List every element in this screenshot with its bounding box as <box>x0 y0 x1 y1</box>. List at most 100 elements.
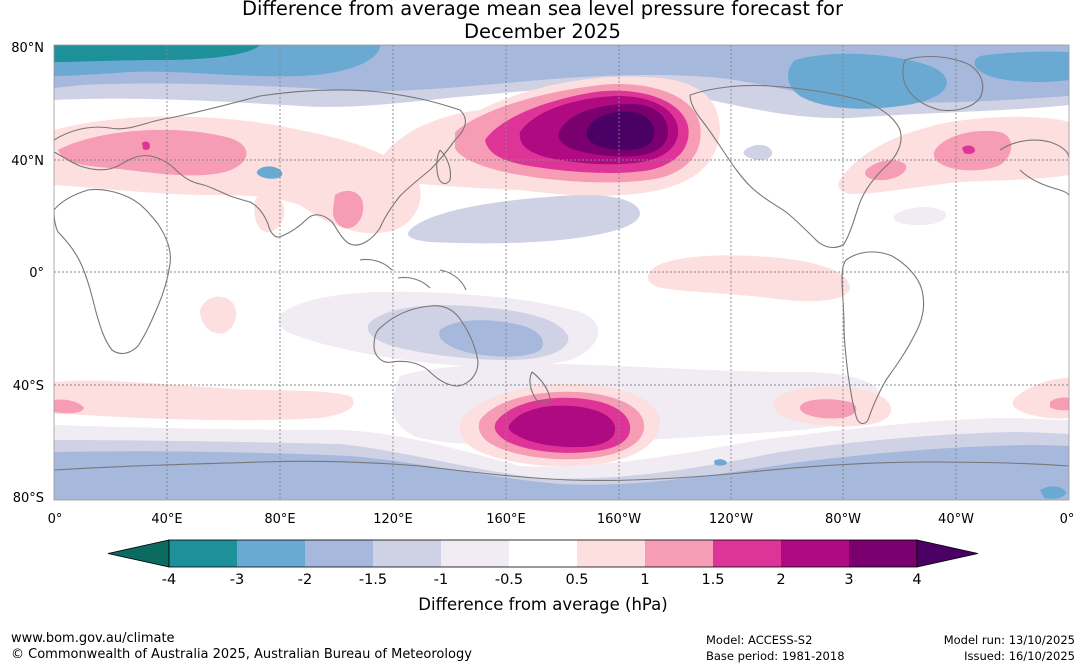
footer-model-run: Model run: 13/10/2025 <box>943 633 1075 647</box>
coastline-south-america <box>841 251 925 425</box>
colorbar-extend-high <box>916 539 979 568</box>
footer-copyright: © Commonwealth of Australia 2025, Austra… <box>11 647 472 662</box>
colorbar-swatch-4 <box>373 540 441 567</box>
atlantic-low <box>893 207 946 226</box>
lon-label-80w: 80°W <box>825 512 861 527</box>
antarctic-coast-low <box>1040 486 1066 499</box>
footer-base-period: Base period: 1981-2018 <box>706 649 845 663</box>
lon-label-160w: 160°W <box>597 512 641 527</box>
colorbar-swatch-11 <box>849 540 917 567</box>
coastline-africa <box>54 188 171 355</box>
colorbar-swatch-9 <box>713 540 781 567</box>
footer-website-link[interactable]: www.bom.gov.au/climate <box>11 631 175 646</box>
coastline-australia <box>373 305 479 387</box>
colorbar-swatch-6 <box>509 540 577 567</box>
lon-label-0-right: 0° <box>1060 512 1075 527</box>
colorbar-tick-label: 3 <box>844 572 853 588</box>
lon-label-160e: 160°E <box>486 512 526 527</box>
arctic-shelf-low <box>420 45 780 67</box>
south-pacific-high-core <box>508 405 616 448</box>
arabia-high <box>254 193 285 233</box>
lon-label-120w: 120°W <box>709 512 753 527</box>
coastline-japan <box>436 149 452 185</box>
south-atlantic-high-inner <box>1050 397 1069 411</box>
south-indian-high <box>54 399 84 414</box>
lon-label-40w: 40°W <box>938 512 974 527</box>
footer-issued: Issued: 16/10/2025 <box>964 649 1075 663</box>
gridlines <box>54 45 1069 500</box>
colorbar-tick-label: 1.5 <box>701 572 724 588</box>
colorbar-tick-label: -1 <box>434 572 448 588</box>
coastline-antarctica <box>54 460 1069 482</box>
indian-ocean-high <box>200 296 237 334</box>
colorbar-tick-label: 1 <box>640 572 649 588</box>
australia-low-core <box>439 320 544 357</box>
lon-label-80e: 80°E <box>264 512 295 527</box>
colorbar-swatch-10 <box>781 540 849 567</box>
longitude-labels: 0° 40°E 80°E 120°E 160°E 160°W 120°W 80°… <box>48 512 1075 527</box>
north-atlantic-high-2 <box>865 160 907 181</box>
lat-label-80n: 80°N <box>11 41 44 56</box>
colorbar-tick-label: 4 <box>912 572 921 588</box>
colorbar-swatch-1 <box>169 540 237 567</box>
coastline-europe <box>999 139 1069 197</box>
lon-label-0-left: 0° <box>48 512 63 527</box>
antarctic-negative-core <box>54 445 1069 500</box>
colorbar-outline <box>168 539 918 568</box>
north-atlantic-high-core <box>962 145 975 154</box>
colorbar-title: Difference from average (hPa) <box>418 595 667 614</box>
coastline-north-america <box>689 84 902 249</box>
footer-left: www.bom.gov.au/climate © Commonwealth of… <box>11 631 472 663</box>
north-atlantic-low <box>974 51 1069 82</box>
coastline-eurasia <box>54 89 466 246</box>
footer-model-info: Model: ACCESS-S2 Base period: 1981-2018 <box>706 632 845 664</box>
footer-model: Model: ACCESS-S2 <box>706 633 813 647</box>
china-high <box>332 190 364 229</box>
lat-label-80s: 80°S <box>13 491 44 506</box>
map-field <box>54 45 1069 500</box>
colorbar-tick-label: 2 <box>776 572 785 588</box>
antarctic-small-low <box>714 459 727 466</box>
lat-label-40s: 40°S <box>13 379 44 394</box>
coastline-greenland <box>902 56 984 112</box>
colorbar-swatch-7 <box>577 540 645 567</box>
colorbar-swatch-8 <box>645 540 713 567</box>
tibet-low <box>256 166 283 179</box>
coastline-maritime <box>359 258 467 291</box>
siberia-low-core <box>54 45 260 62</box>
map-title-line2: December 2025 <box>464 20 621 43</box>
colorbar-tick-label: -2 <box>298 572 312 588</box>
north-pacific-high-core <box>586 111 655 150</box>
map-title: Difference from average mean sea level p… <box>0 0 1085 43</box>
colorbar-swatch-2 <box>237 540 305 567</box>
lon-label-40e: 40°E <box>151 512 182 527</box>
eurasia-high-core <box>142 141 150 150</box>
north-america-low <box>743 144 773 160</box>
colorbar-tick-label: 0.5 <box>565 572 588 588</box>
south-america-high-inner <box>799 399 857 419</box>
colorbar: -4 -3 -2 -1.5 -1 -0.5 0.5 1 1.5 2 3 4 Di… <box>107 539 979 614</box>
greenland-low <box>788 53 947 109</box>
eurasia-high-inner <box>58 129 247 176</box>
colorbar-tick-label: -1.5 <box>359 572 387 588</box>
colorbar-tick-label: -0.5 <box>495 572 523 588</box>
map-title-line1: Difference from average mean sea level p… <box>242 0 843 20</box>
colorbar-swatch-3 <box>305 540 373 567</box>
footer-dates: Model run: 13/10/2025 Issued: 16/10/2025 <box>944 632 1075 664</box>
latitude-labels: 80°N 40°N 0° 40°S 80°S <box>11 41 44 506</box>
coastline-new-zealand <box>529 371 551 404</box>
tropical-west-pacific-low <box>408 194 640 244</box>
map-frame <box>53 44 1070 501</box>
colorbar-ticks: -4 -3 -2 -1.5 -1 -0.5 0.5 1 1.5 2 3 4 <box>162 572 922 588</box>
colorbar-tick-label: -3 <box>230 572 244 588</box>
lat-label-40n: 40°N <box>11 154 44 169</box>
lat-label-0: 0° <box>29 266 44 281</box>
lon-label-120e: 120°E <box>373 512 413 527</box>
southern-ocean-high-band <box>54 380 354 421</box>
colorbar-extend-low <box>107 539 170 568</box>
colorbar-swatch-5 <box>441 540 509 567</box>
east-pacific-high <box>647 255 850 302</box>
coastlines <box>54 56 1069 482</box>
colorbar-tick-label: -4 <box>162 572 176 588</box>
